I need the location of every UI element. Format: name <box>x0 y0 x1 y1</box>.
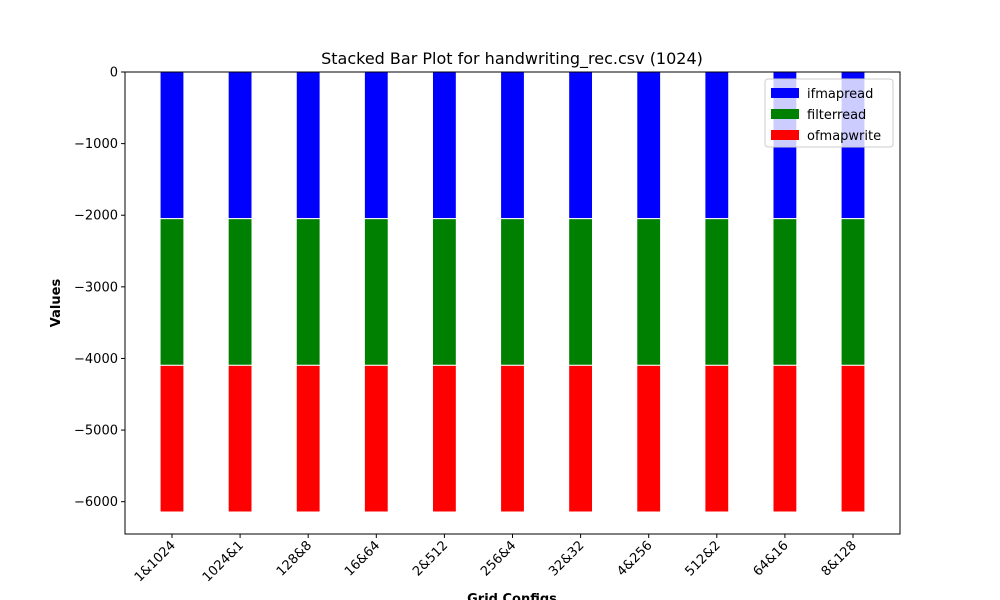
y-axis-label: Values <box>49 279 64 328</box>
bar-segment <box>772 364 798 513</box>
bar-segment <box>227 218 253 366</box>
bar-segment <box>704 364 730 513</box>
bar-segment <box>500 218 525 366</box>
bar-segment <box>295 218 321 366</box>
bar-segment <box>227 71 253 220</box>
bar-segment <box>363 364 389 513</box>
bar-segment <box>159 71 185 220</box>
bar-segment <box>568 71 594 220</box>
y-tick-label: −6000 <box>74 495 118 510</box>
bar-segment <box>840 218 866 366</box>
legend-label: ifmapread <box>807 87 873 102</box>
bar-segment <box>636 364 662 513</box>
y-tick-label: −3000 <box>74 280 118 295</box>
bar-segment <box>159 364 185 513</box>
bar-segment <box>568 218 594 366</box>
y-tick-label: −5000 <box>74 424 118 439</box>
bar-segment <box>431 364 457 513</box>
bar-segment <box>295 364 321 513</box>
bar-segment <box>363 218 389 366</box>
bar-segment <box>363 71 389 220</box>
legend-label: filterread <box>807 108 866 123</box>
bar-segment <box>704 71 730 220</box>
y-tick-label: −2000 <box>74 209 118 224</box>
bar-segment <box>295 71 321 220</box>
y-tick-label: −1000 <box>74 137 118 152</box>
y-tick-label: −4000 <box>74 352 118 367</box>
bar-segment <box>227 364 253 513</box>
plot-frame <box>124 71 901 535</box>
legend-label: ofmapwrite <box>807 129 881 144</box>
bar-segment <box>568 364 594 513</box>
legend-swatch <box>771 109 799 119</box>
bar-segment <box>704 218 730 366</box>
legend-swatch <box>771 88 799 98</box>
bar-segment <box>840 364 866 513</box>
bar-segment <box>159 218 185 366</box>
legend-swatch <box>771 130 799 140</box>
x-axis-label: Grid Configs <box>467 592 557 600</box>
bar-segment <box>431 218 457 366</box>
chart-title: Stacked Bar Plot for handwriting_rec.csv… <box>321 49 703 69</box>
bar-segment <box>431 71 457 220</box>
bar-segment <box>500 71 525 220</box>
y-tick-label: 0 <box>110 66 118 81</box>
bar-segment <box>500 364 525 513</box>
bar-segment <box>772 218 798 366</box>
bar-segment <box>636 218 662 366</box>
bar-segment <box>636 71 662 220</box>
